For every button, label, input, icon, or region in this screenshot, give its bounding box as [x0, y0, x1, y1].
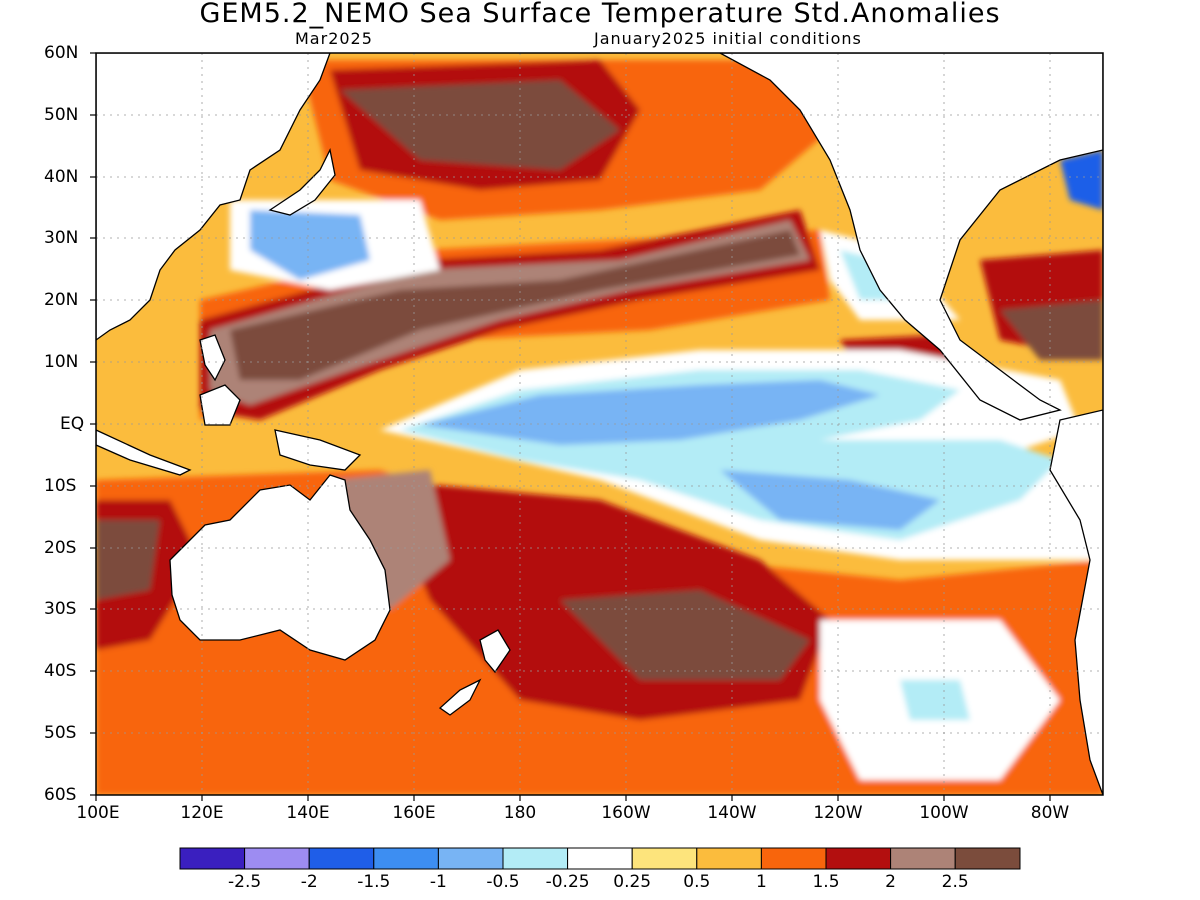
colorbar-label: -1.5 — [357, 872, 391, 892]
lat-label: 50S — [44, 723, 77, 743]
sst-anomaly-field — [96, 53, 1103, 795]
colorbar-swatch — [437, 847, 504, 870]
lat-label: 60S — [44, 785, 77, 805]
lon-label: 160E — [392, 803, 436, 823]
lon-label: 140E — [286, 803, 330, 823]
land-masses — [96, 53, 1103, 795]
colorbar-swatch — [890, 847, 956, 870]
initial-conditions-label: January2025 initial conditions — [594, 29, 862, 48]
colorbar-label: -0.5 — [486, 872, 520, 892]
colorbar-label: -0.25 — [545, 872, 590, 892]
forecast-month: Mar2025 — [295, 29, 373, 48]
lat-label: 30N — [44, 228, 79, 248]
lat-label: EQ — [60, 414, 85, 434]
colorbar-label: 0.25 — [613, 872, 652, 892]
colorbar-label: -2 — [300, 872, 318, 892]
lat-label: 60N — [44, 43, 79, 63]
colorbar-swatch — [502, 847, 569, 870]
colorbar-swatch — [567, 847, 633, 870]
lat-label: 50N — [44, 105, 79, 125]
lat-label: 30S — [44, 599, 77, 619]
colorbar-swatch — [244, 847, 310, 870]
lat-label: 40N — [44, 167, 79, 187]
lat-label: 10S — [44, 476, 77, 496]
colorbar-label: 2 — [885, 872, 896, 892]
lon-label: 160W — [601, 803, 651, 823]
colorbar-swatch — [825, 847, 892, 870]
colorbar-swatch — [954, 847, 1021, 870]
graticule — [96, 53, 1103, 795]
colorbar-label: 0.5 — [683, 872, 711, 892]
lon-label: 140W — [707, 803, 757, 823]
colorbar — [179, 847, 1021, 870]
colorbar-swatch — [179, 847, 246, 870]
lon-label: 100W — [919, 803, 969, 823]
colorbar-swatch — [631, 847, 698, 870]
lon-label: 80W — [1030, 803, 1070, 823]
lat-label: 40S — [44, 661, 77, 681]
colorbar-label: -2.5 — [228, 872, 262, 892]
map-title: GEM5.2_NEMO Sea Surface Temperature Std.… — [199, 0, 1001, 29]
colorbar-label: 1.5 — [812, 872, 840, 892]
colorbar-swatch — [373, 847, 439, 870]
lon-label: 180 — [503, 803, 537, 823]
axis-ticks — [90, 52, 1051, 801]
lon-label: 100E — [76, 803, 120, 823]
colorbar-swatch — [696, 847, 762, 870]
colorbar-label: 1 — [755, 872, 767, 892]
lat-label: 20N — [44, 290, 79, 310]
colorbar-label: -1 — [429, 872, 447, 892]
lat-label: 10N — [44, 352, 79, 372]
lon-label: 120E — [180, 803, 224, 823]
lat-label: 20S — [44, 538, 77, 558]
colorbar-swatch — [760, 847, 827, 870]
lon-label: 120W — [813, 803, 863, 823]
colorbar-swatch — [308, 847, 375, 870]
colorbar-label: 2.5 — [941, 872, 969, 892]
